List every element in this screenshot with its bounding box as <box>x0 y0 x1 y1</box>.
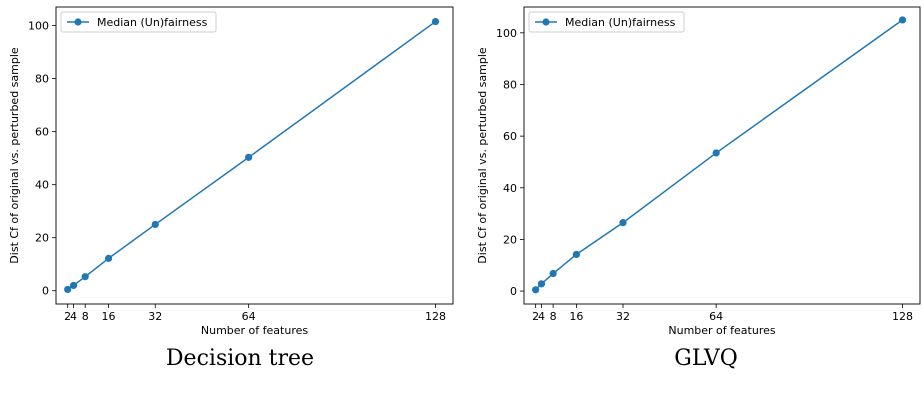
data-point <box>898 16 907 24</box>
x-tick-label: 64 <box>242 310 256 323</box>
x-tick-label: 32 <box>616 310 630 323</box>
y-tick-label: 40 <box>503 182 517 195</box>
y-tick-label: 0 <box>42 285 49 298</box>
data-point <box>537 280 546 288</box>
y-tick-label: 60 <box>503 130 517 143</box>
data-point <box>69 281 78 290</box>
x-tick-label: 128 <box>425 310 446 323</box>
panel-caption: GLVQ <box>674 346 738 371</box>
data-point <box>712 149 720 157</box>
legend-box <box>528 11 685 33</box>
legend-marker <box>542 18 550 26</box>
x-tick-label: 16 <box>102 310 116 323</box>
y-tick-label: 80 <box>35 73 49 86</box>
y-tick-label: 40 <box>35 179 49 192</box>
x-tick-label: 128 <box>892 310 913 323</box>
y-tick-label: 80 <box>503 78 517 91</box>
chart-panel-2: 24 8 16 32 64 128 0 20 40 60 80 100 Number of featur… <box>476 6 921 371</box>
x-axis-label: Number of features <box>668 324 775 337</box>
data-point <box>64 285 72 294</box>
data-point <box>245 153 253 161</box>
x-tick-label: 64 <box>709 310 723 323</box>
x-tick-label: 32 <box>148 310 162 323</box>
x-tick-label: 2 <box>532 310 539 323</box>
chart-panel-1: 24 8 16 32 64 128 0 20 40 60 80 100 Number of featur… <box>8 6 454 371</box>
data-point <box>619 219 627 227</box>
data-point <box>81 273 89 281</box>
y-tick-label: 20 <box>35 232 49 245</box>
legend-entry: Median (Un)fairness <box>565 16 676 29</box>
x-tick-label: 8 <box>550 310 557 323</box>
x-tick-label: 8 <box>82 310 89 323</box>
data-point <box>104 254 113 262</box>
y-tick-label: 20 <box>503 233 517 246</box>
legend-marker <box>74 18 82 26</box>
data-point <box>151 220 159 229</box>
x-axis-label: Number of features <box>201 324 308 337</box>
plot-frame <box>55 6 454 305</box>
y-tick-label: 0 <box>510 285 517 298</box>
legend-entry: Median (Un)fairness <box>97 16 208 29</box>
plot-frame <box>523 6 921 305</box>
x-tick-label: 2 <box>64 310 71 323</box>
data-point <box>431 17 440 26</box>
legend-box <box>60 11 217 33</box>
y-tick-label: 100 <box>496 27 517 40</box>
x-tick-label: 4 <box>538 310 545 323</box>
data-point <box>549 269 557 278</box>
y-axis-label: Dist Cf of original vs. perturbed sample <box>476 47 489 264</box>
data-point <box>572 250 581 259</box>
data-point <box>532 286 540 294</box>
x-tick-label: 4 <box>70 310 77 323</box>
y-tick-label: 60 <box>35 126 49 139</box>
y-tick-label: 100 <box>28 20 49 33</box>
panel-caption: Decision tree <box>166 346 314 371</box>
y-axis-label: Dist Cf of original vs. perturbed sample <box>8 47 21 264</box>
x-tick-label: 16 <box>569 310 583 323</box>
